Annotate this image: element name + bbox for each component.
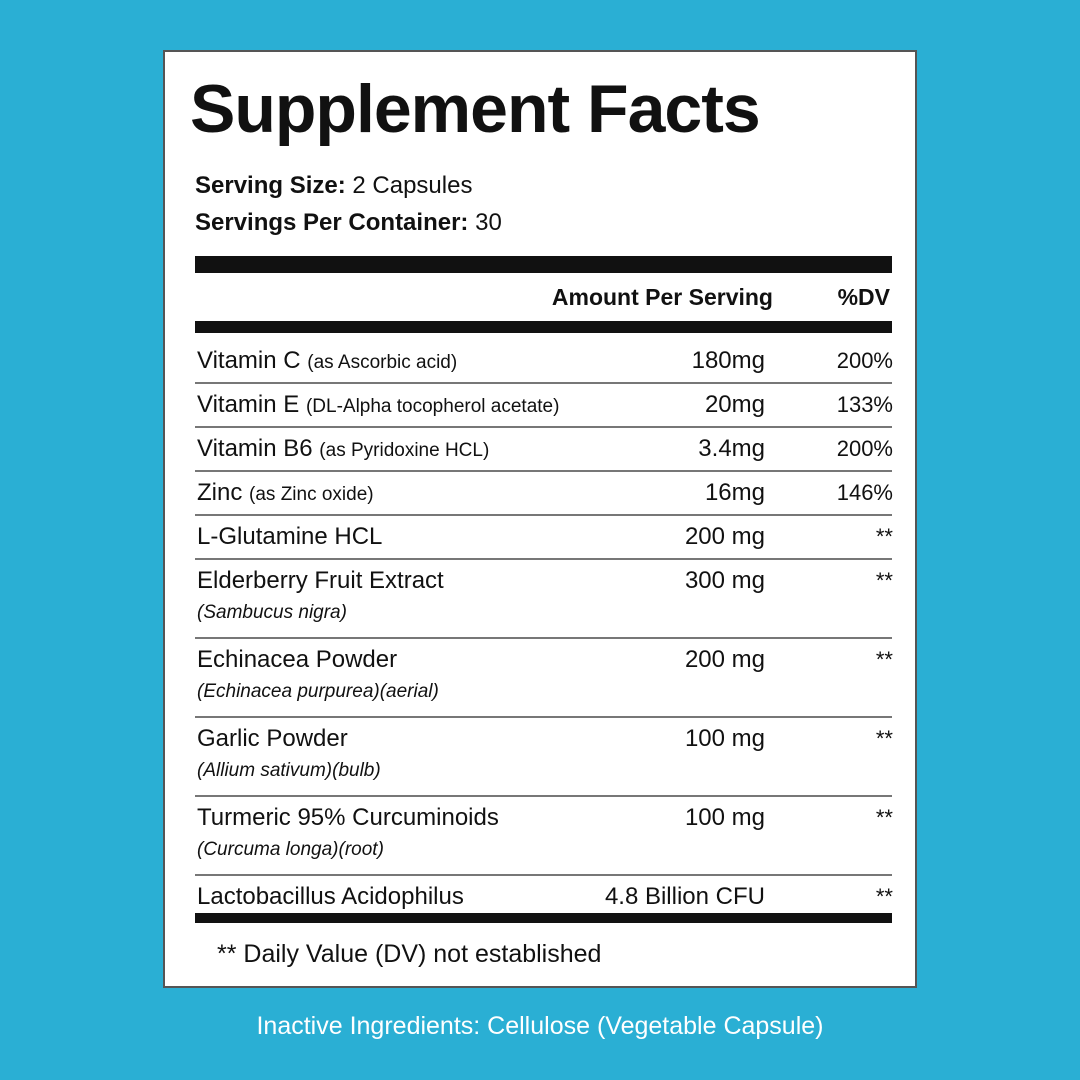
ingredient-detail: (as Pyridoxine HCL) [319, 440, 490, 461]
name: Vitamin B6 [197, 435, 313, 462]
amount: 300 mg [684, 567, 765, 594]
row-rule [195, 426, 892, 428]
ingredient-name: Lactobacillus Acidophilus [197, 883, 464, 911]
daily-value: 200% [836, 436, 893, 461]
botanical-name: (Curcuma longa)(root) [197, 839, 384, 860]
amount: 20mg [704, 391, 765, 418]
ingredient-name: Vitamin C (as Ascorbic acid) [197, 347, 457, 375]
botanical-name: (Allium sativum)(bulb) [197, 760, 381, 781]
daily-value: 200% [836, 348, 893, 373]
name: Elderberry Fruit Extract [197, 567, 444, 594]
ingredient-name: Elderberry Fruit Extract [197, 567, 444, 595]
amount: 100 mg [684, 804, 765, 831]
row-rule [195, 514, 892, 516]
servings-per-container: Servings Per Container: 30 [195, 209, 502, 237]
ingredient-name: Turmeric 95% Curcuminoids [197, 804, 499, 832]
row-rule [195, 874, 892, 876]
name: Lactobacillus Acidophilus [197, 883, 464, 910]
amount: 100 mg [684, 725, 765, 752]
amount-header: Amount Per Serving [551, 284, 773, 310]
value: 30 [475, 209, 502, 236]
daily-value: ** [875, 805, 893, 830]
ingredient-name: Garlic Powder [197, 725, 348, 753]
amount: 200 mg [684, 523, 765, 550]
inactive-ingredients: Inactive Ingredients: Cellulose (Vegetab… [256, 1012, 824, 1040]
amount: 3.4mg [698, 435, 765, 462]
daily-value: 146% [836, 480, 893, 505]
name: Garlic Powder [197, 725, 348, 752]
daily-value: ** [875, 524, 893, 549]
row-rule [195, 637, 892, 639]
ingredient-name: Echinacea Powder [197, 646, 397, 674]
dv-header: %DV [837, 284, 890, 310]
ingredient-detail: (as Ascorbic acid) [307, 352, 458, 373]
name: Vitamin E [197, 391, 300, 418]
label: Servings Per Container: [195, 209, 469, 236]
botanical-name: (Sambucus nigra) [197, 602, 347, 623]
row-rule [195, 382, 892, 384]
thick-rule [195, 913, 892, 923]
thick-rule [195, 256, 892, 273]
name: Echinacea Powder [197, 646, 398, 673]
serving-size: Serving Size: 2 Capsules [195, 172, 472, 200]
name: Vitamin C [197, 347, 301, 374]
ingredient-name: L-Glutamine HCL [197, 523, 382, 551]
amount: 16mg [704, 479, 765, 506]
daily-value: 133% [836, 392, 893, 417]
ingredient-name: Zinc (as Zinc oxide) [197, 479, 374, 507]
label: Serving Size: [195, 172, 346, 199]
row-rule [195, 470, 892, 472]
ingredient-name: Vitamin E (DL-Alpha tocopherol acetate) [197, 391, 559, 419]
name: L-Glutamine HCL [197, 523, 383, 550]
name: Zinc [197, 479, 243, 506]
ingredient-detail: (as Zinc oxide) [249, 484, 374, 505]
row-rule [195, 716, 892, 718]
title: Supplement Facts [190, 71, 761, 147]
ingredient-name: Vitamin B6 (as Pyridoxine HCL) [197, 435, 489, 463]
row-rule [195, 795, 892, 797]
daily-value: ** [875, 568, 893, 593]
botanical-name: (Echinacea purpurea)(aerial) [197, 681, 439, 702]
daily-value: ** [875, 647, 893, 672]
label-panel: Supplement Facts Serving Size: 2 Capsule… [163, 50, 917, 988]
amount: 200 mg [684, 646, 765, 673]
name: Turmeric 95% Curcuminoids [197, 804, 499, 831]
row-rule [195, 558, 892, 560]
value: 2 Capsules [352, 172, 473, 199]
thick-rule [195, 321, 892, 333]
amount: 4.8 Billion CFU [604, 883, 765, 910]
daily-value: ** [875, 884, 893, 909]
ingredient-detail: (DL-Alpha tocopherol acetate) [305, 396, 560, 417]
footnote: ** Daily Value (DV) not established [217, 940, 602, 968]
daily-value: ** [875, 726, 893, 751]
amount: 180mg [691, 347, 765, 374]
